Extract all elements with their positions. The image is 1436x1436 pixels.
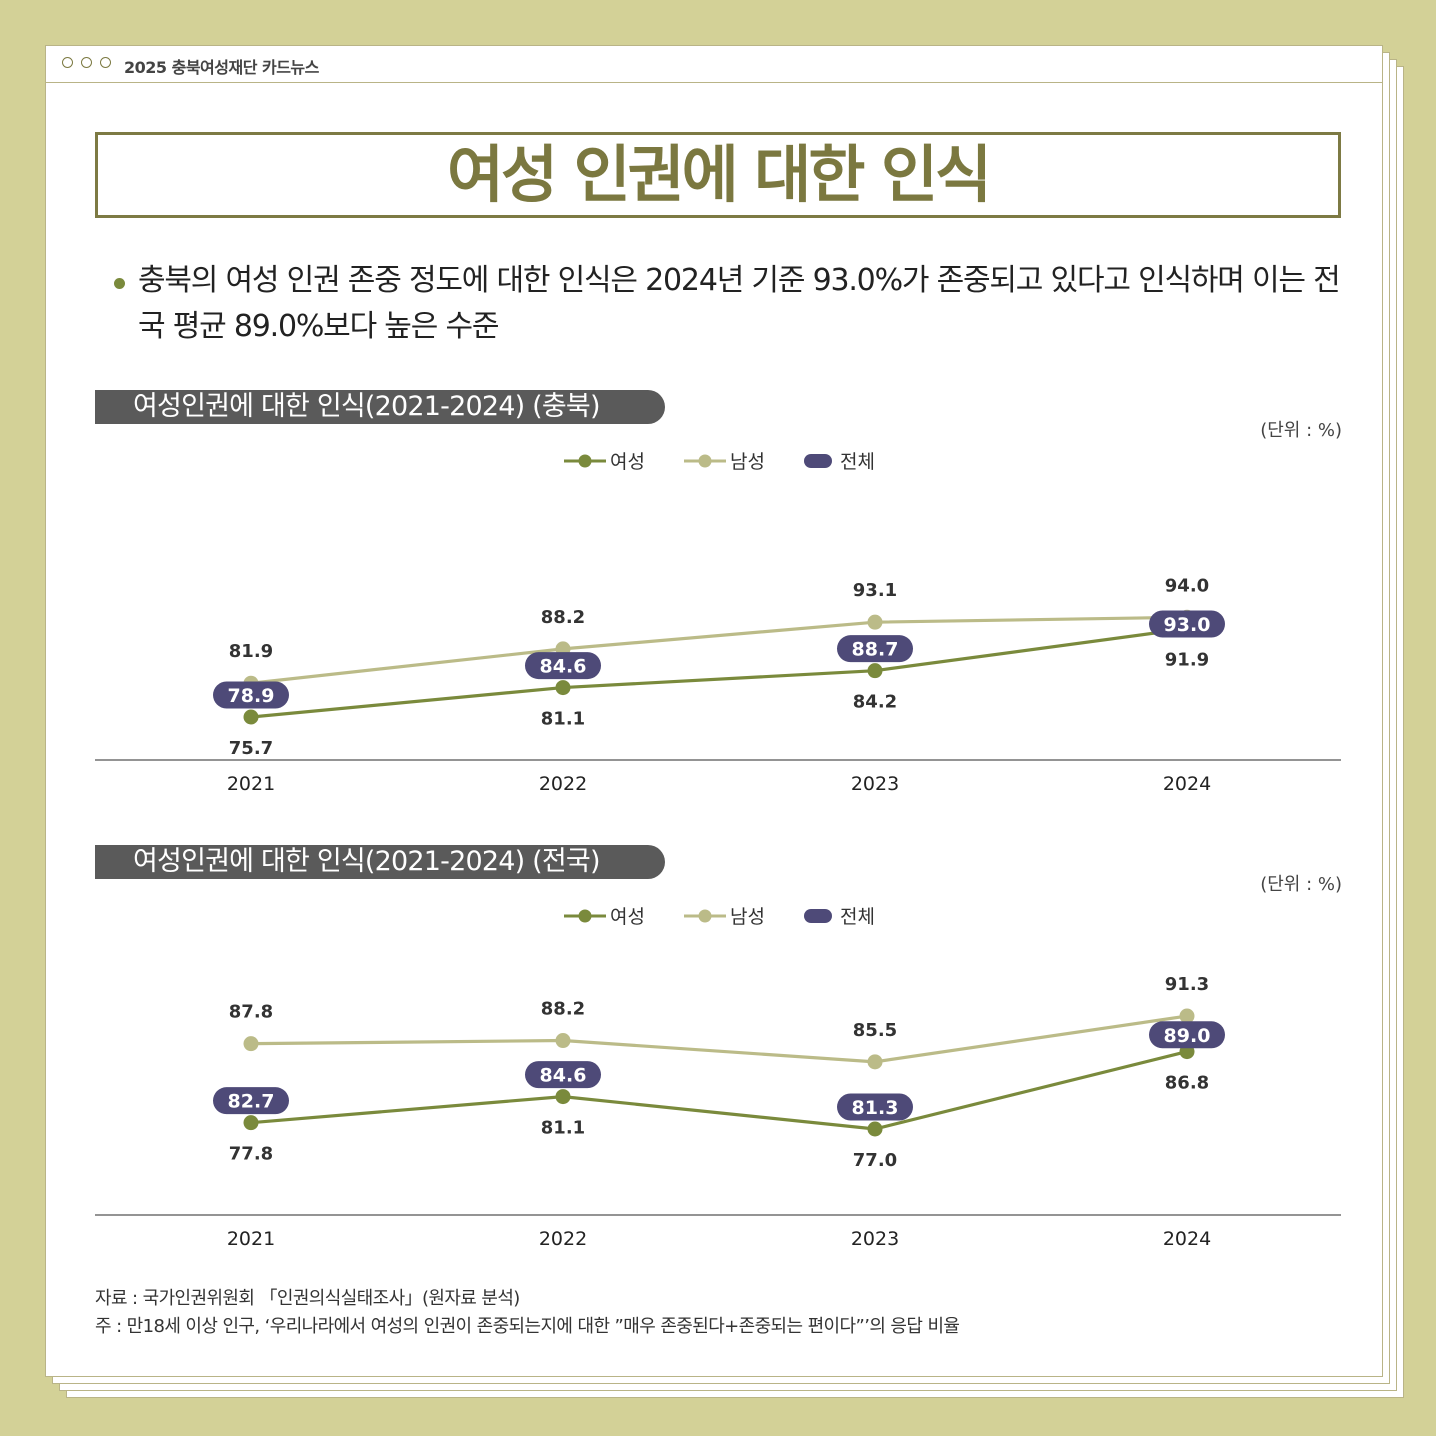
female-data-label: 81.1 <box>541 709 585 730</box>
legend-total-label: 전체 <box>840 451 875 473</box>
x-tick-label: 2024 <box>1163 773 1211 795</box>
legend-female-marker <box>578 454 592 468</box>
window-circle-icon <box>100 57 111 68</box>
total-value-pill <box>213 1087 289 1115</box>
female-point <box>243 1115 259 1131</box>
female-data-label: 75.7 <box>229 738 273 759</box>
total-value-pill <box>213 681 289 709</box>
male-data-label: 93.1 <box>853 580 897 601</box>
unit-label-chungbuk: (단위 : %) <box>1260 420 1342 441</box>
x-tick-label: 2023 <box>851 773 899 795</box>
male-data-label: 91.3 <box>1165 974 1209 995</box>
total-value-pill <box>1149 610 1225 638</box>
page-title-box: 여성 인권에 대한 인식 <box>95 132 1341 218</box>
male-series-line <box>250 615 1188 685</box>
female-data-label: 84.2 <box>853 692 897 713</box>
female-point <box>867 663 883 679</box>
summary-paragraph: 충북의 여성 인권 존중 정도에 대한 인식은 2024년 기준 93.0%가 … <box>114 258 1344 350</box>
legend-female-marker <box>578 909 592 923</box>
male-point <box>243 1036 259 1052</box>
legend-total-swatch <box>804 909 832 923</box>
legend-male-marker <box>698 454 712 468</box>
female-data-label: 91.9 <box>1165 650 1209 671</box>
female-point <box>555 1089 571 1105</box>
total-data-label: 78.9 <box>228 685 275 707</box>
x-tick-label: 2022 <box>539 773 587 795</box>
legend-female-label: 여성 <box>610 451 645 473</box>
total-value-pill <box>525 652 601 680</box>
total-data-label: 88.7 <box>852 639 899 661</box>
female-point <box>555 680 571 696</box>
male-data-label: 85.5 <box>853 1020 897 1041</box>
legend: 여성 남성 전체 <box>564 451 875 473</box>
female-point <box>867 1121 883 1137</box>
male-data-label: 94.0 <box>1165 575 1209 596</box>
male-point <box>1179 1008 1195 1024</box>
male-series-line <box>250 1014 1188 1064</box>
card: 2025 충북여성재단 카드뉴스 여성 인권에 대한 인식 충북의 여성 인권 … <box>45 45 1383 1377</box>
female-data-label: 77.8 <box>229 1144 273 1165</box>
legend: 여성 남성 전체 <box>564 906 875 928</box>
bullet-dot-icon <box>114 278 125 289</box>
female-series-line <box>250 627 1188 719</box>
female-series-line <box>250 1050 1188 1131</box>
total-value-pill <box>837 1093 913 1121</box>
page-title: 여성 인권에 대한 인식 <box>446 138 992 211</box>
chart-title-national: 여성인권에 대한 인식(2021-2024) (전국) <box>95 845 665 879</box>
male-point <box>867 1054 883 1070</box>
x-tick-label: 2022 <box>539 1228 587 1250</box>
male-data-label: 81.9 <box>229 641 273 662</box>
male-point <box>867 614 883 630</box>
total-data-label: 89.0 <box>1164 1025 1211 1047</box>
male-data-label: 87.8 <box>229 1002 273 1023</box>
window-top-bar: 2025 충북여성재단 카드뉴스 <box>46 46 1382 83</box>
x-tick-label: 2024 <box>1163 1228 1211 1250</box>
legend-male-label: 남성 <box>730 451 765 473</box>
total-data-label: 81.3 <box>852 1097 899 1119</box>
line-chart-chungbuk: 여성 남성 전체 2021 2022 2023 2024 81.9 88.2 93.1 94.0 75… <box>95 451 1341 795</box>
female-data-label: 86.8 <box>1165 1073 1209 1094</box>
summary-text: 충북의 여성 인권 존중 정도에 대한 인식은 2024년 기준 93.0%가 … <box>138 263 1341 344</box>
female-point <box>243 709 259 725</box>
window-title: 2025 충북여성재단 카드뉴스 <box>124 58 319 77</box>
female-data-label: 77.0 <box>853 1150 897 1171</box>
legend-female-label: 여성 <box>610 906 645 928</box>
male-point <box>555 1033 571 1049</box>
female-data-label: 81.1 <box>541 1118 585 1139</box>
total-data-label: 82.7 <box>228 1091 275 1113</box>
x-tick-label: 2021 <box>227 1228 275 1250</box>
total-data-label: 84.6 <box>540 656 587 678</box>
survey-note: 주 : 만18세 이상 인구, ‘우리나라에서 여성의 인권이 존중되는지에 대… <box>95 1316 960 1337</box>
unit-label-national: (단위 : %) <box>1260 874 1342 895</box>
chart-title-chungbuk: 여성인권에 대한 인식(2021-2024) (충북) <box>95 390 665 424</box>
male-data-label: 88.2 <box>541 607 585 628</box>
male-data-label: 88.2 <box>541 999 585 1020</box>
legend-male-marker <box>698 909 712 923</box>
legend-total-label: 전체 <box>840 906 875 928</box>
window-circle-icon <box>62 57 73 68</box>
total-value-pill <box>525 1061 601 1089</box>
legend-total-swatch <box>804 454 832 468</box>
total-data-label: 84.6 <box>540 1065 587 1087</box>
x-tick-label: 2023 <box>851 1228 899 1250</box>
window-circle-icon <box>81 57 92 68</box>
legend-male-label: 남성 <box>730 906 765 928</box>
total-value-pill <box>1149 1021 1225 1049</box>
source-note: 자료 : 국가인권위원회 「인권의식실태조사」(원자료 분석) <box>95 1288 520 1309</box>
total-value-pill <box>837 635 913 663</box>
x-tick-label: 2021 <box>227 773 275 795</box>
total-data-label: 93.0 <box>1164 614 1211 636</box>
line-chart-national: 여성 남성 전체 2021 2022 2023 2024 87.8 88.2 85.5 91.3 77… <box>95 906 1341 1250</box>
